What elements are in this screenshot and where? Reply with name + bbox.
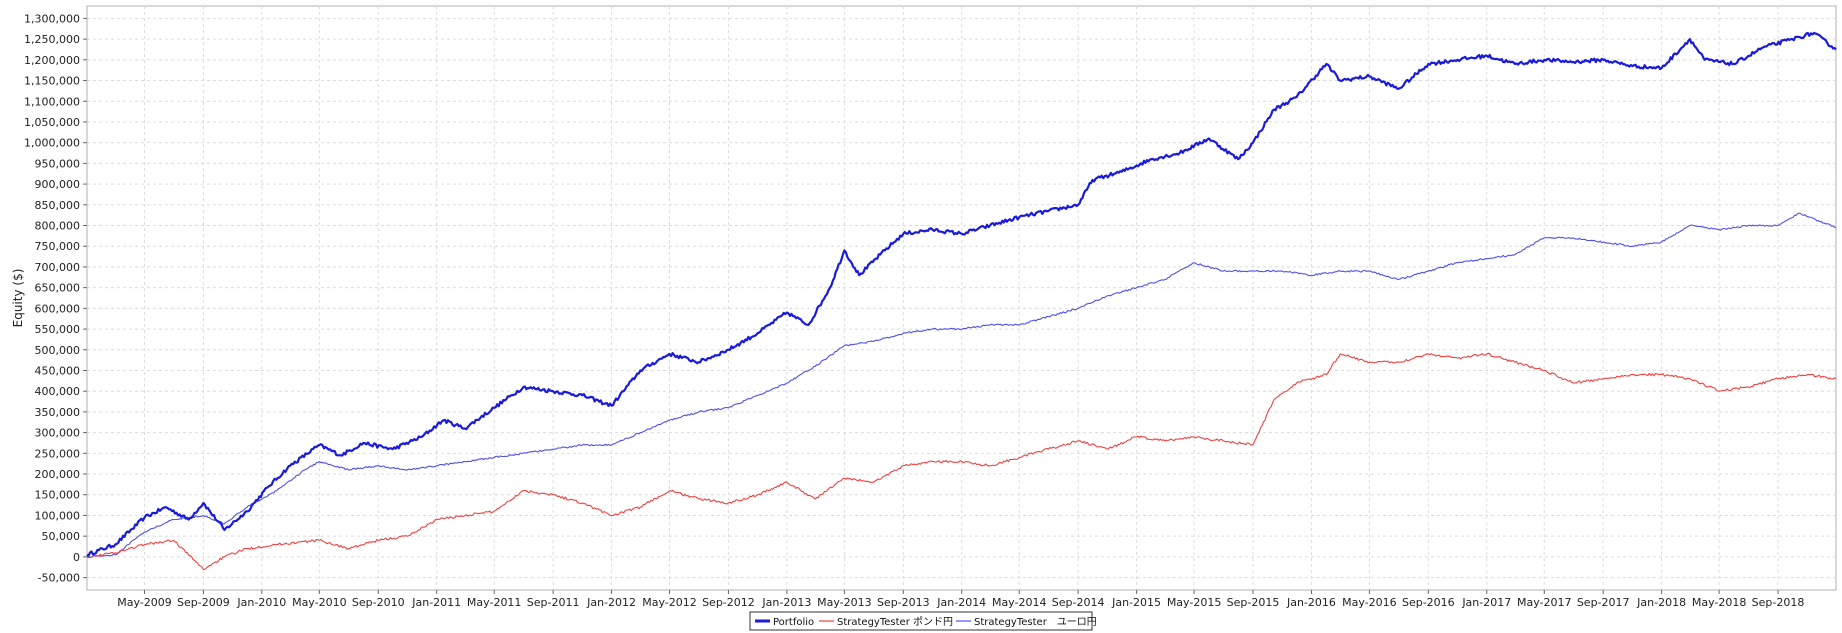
x-tick-label: Sep-2018 — [1752, 596, 1805, 609]
y-axis-label: Equity ($) — [11, 269, 25, 328]
y-tick-label: 50,000 — [42, 530, 81, 543]
x-tick-label: Jan-2017 — [1461, 596, 1511, 609]
y-tick-label: 650,000 — [35, 282, 81, 295]
y-tick-label: 1,150,000 — [24, 75, 80, 88]
series-line-pound-yen — [86, 352, 1837, 570]
y-tick-label: 1,000,000 — [24, 137, 80, 150]
y-tick-label: 850,000 — [35, 199, 81, 212]
x-tick-label: May-2014 — [992, 596, 1047, 609]
y-tick-label: 150,000 — [35, 489, 81, 502]
x-tick-label: Sep-2016 — [1402, 596, 1455, 609]
x-tick-label: May-2009 — [117, 596, 172, 609]
x-tick-label: Sep-2010 — [352, 596, 405, 609]
y-axis: -50,000 0 50,000 100,000 150,000 200,000 250,0… — [24, 12, 87, 585]
y-tick-label: 200,000 — [35, 468, 81, 481]
x-tick-label: Jan-2011 — [411, 596, 461, 609]
y-tick-label: 250,000 — [35, 447, 81, 460]
x-tick-label: Jan-2010 — [236, 596, 286, 609]
legend-label-pound-yen: StrategyTester ポンド円 — [837, 616, 953, 628]
y-tick-label: 1,100,000 — [24, 95, 80, 108]
legend-label-euro-yen: StrategyTester ユーロ円 — [974, 617, 1097, 628]
y-tick-label: 1,050,000 — [24, 116, 80, 129]
y-tick-label: 400,000 — [35, 385, 81, 398]
series-line-portfolio — [86, 31, 1837, 557]
y-tick-label: 500,000 — [35, 344, 81, 357]
x-tick-label: Sep-2015 — [1227, 596, 1280, 609]
y-tick-label: 1,300,000 — [24, 12, 80, 25]
x-tick-label: May-2017 — [1517, 596, 1572, 609]
y-tick-label: 450,000 — [35, 364, 81, 377]
series-line-euro-yen — [86, 212, 1837, 558]
y-tick-label: 900,000 — [35, 178, 81, 191]
x-tick-label: Sep-2012 — [702, 596, 755, 609]
x-tick-label: May-2016 — [1342, 596, 1397, 609]
y-tick-label: 350,000 — [35, 406, 81, 419]
y-tick-label: 950,000 — [35, 157, 81, 170]
x-tick-label: May-2013 — [817, 596, 872, 609]
x-tick-label: Jan-2014 — [936, 596, 986, 609]
legend-box — [749, 611, 1093, 631]
x-tick-label: May-2011 — [467, 596, 522, 609]
y-tick-label: 300,000 — [35, 427, 81, 440]
x-tick-label: Sep-2011 — [527, 596, 580, 609]
y-tick-label: 100,000 — [35, 509, 81, 522]
x-tick-label: May-2010 — [292, 596, 347, 609]
x-tick-label: Jan-2015 — [1111, 596, 1161, 609]
x-tick-label: May-2015 — [1167, 596, 1222, 609]
x-tick-label: Jan-2013 — [761, 596, 811, 609]
x-tick-label: Jan-2016 — [1286, 596, 1336, 609]
y-tick-label: 600,000 — [35, 302, 81, 315]
y-tick-label: 700,000 — [35, 261, 81, 274]
y-tick-label: 550,000 — [35, 323, 81, 336]
x-tick-label: May-2012 — [642, 596, 697, 609]
y-tick-label: 0 — [73, 551, 80, 564]
x-tick-label: Sep-2009 — [177, 596, 230, 609]
y-tick-label: 1,250,000 — [24, 33, 80, 46]
legend: Portfolio StrategyTester ポンド円 StrategyTe… — [749, 611, 1097, 631]
y-tick-label: -50,000 — [38, 572, 80, 585]
y-tick-label: 750,000 — [35, 240, 81, 253]
y-tick-label: 1,200,000 — [24, 54, 80, 67]
series-lines — [86, 31, 1837, 570]
legend-label-portfolio: Portfolio — [773, 617, 814, 628]
x-tick-label: Sep-2013 — [877, 596, 930, 609]
y-tick-label: 800,000 — [35, 220, 81, 233]
x-tick-label: Jan-2018 — [1636, 596, 1686, 609]
plot-area — [86, 5, 1837, 591]
x-tick-label: Sep-2014 — [1052, 596, 1105, 609]
x-tick-label: Jan-2012 — [586, 596, 636, 609]
gridlines — [87, 6, 1836, 590]
x-tick-label: May-2018 — [1692, 596, 1747, 609]
x-axis: May-2009 Sep-2009 Jan-2010 May-2010 Sep-2010… — [117, 590, 1804, 609]
x-tick-label: Sep-2017 — [1577, 596, 1630, 609]
